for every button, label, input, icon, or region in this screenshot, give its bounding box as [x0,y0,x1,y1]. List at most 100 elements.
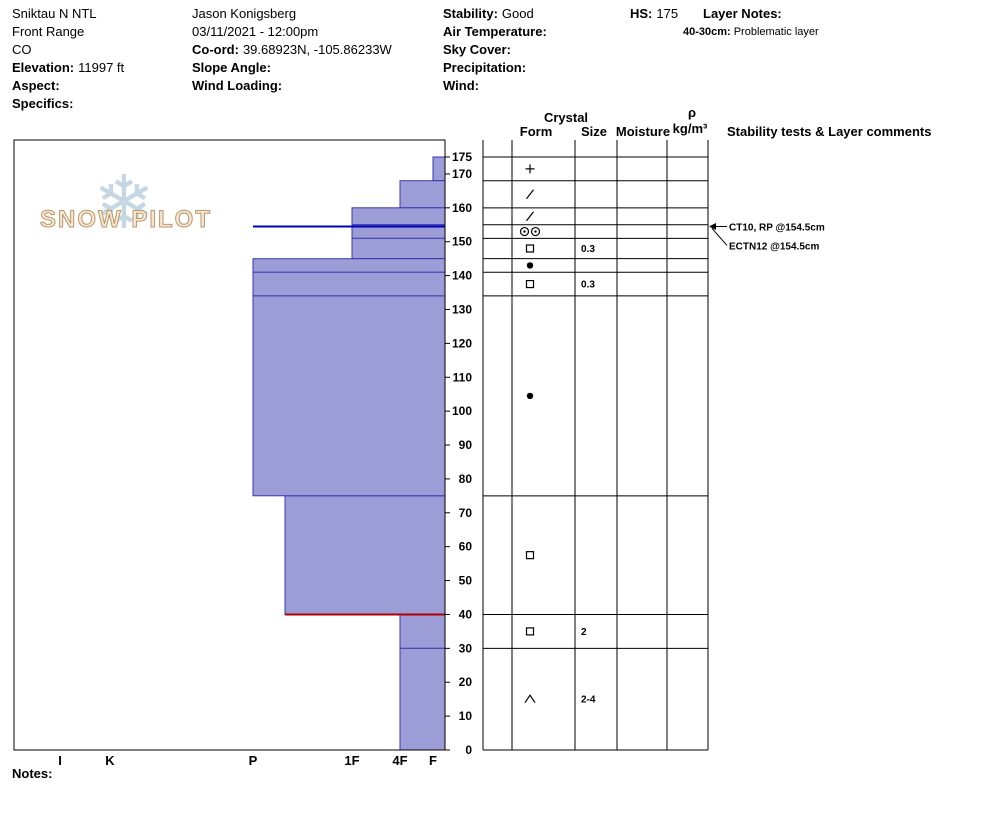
moisture-header: Moisture [616,124,670,139]
crystal-header: Crystal [544,110,588,125]
depth-tick-label: 0 [465,743,472,757]
grain-form-dot [526,392,534,400]
aspect-label: Aspect: [12,78,60,93]
wind-loading-label: Wind Loading: [192,78,283,93]
layer-bar-168-160 [399,180,446,209]
site-name: Sniktau N NTL [12,6,97,21]
layer-note-depth: 40-30cm: [683,26,731,38]
hardness-label: F [429,753,437,768]
specifics-label: Specifics: [12,96,74,111]
air-temp-row: Air Temperature: [443,23,551,41]
wind-loading-row: Wind Loading: [192,77,392,95]
slope-angle-label: Slope Angle: [192,60,271,75]
grain-form-square [525,627,535,636]
depth-tick-label: 120 [452,336,472,350]
wind-label: Wind: [443,78,479,93]
hardness-label: I [58,753,62,768]
coord-value: 39.68923N, -105.86233W [242,42,392,57]
depth-tick-label: 20 [459,675,473,689]
hs-value: 175 [656,6,679,21]
depth-tick-label: 50 [459,574,473,588]
depth-tick-label: 175 [452,150,472,164]
test-leader-line [711,228,728,246]
sky-cover-label: Sky Cover: [443,42,511,57]
depth-tick-label: 110 [453,370,473,384]
region-name: Front Range [12,24,85,39]
logo-text: SNOW PILOT [40,206,212,234]
layer-bar-175-168 [432,156,446,182]
grain-size-value: 0.3 [581,244,595,255]
layer-note: 40-30cm: Problematic layer [683,25,819,40]
aspect-row: Aspect: [12,77,124,95]
hs-row: HS: 175 [630,5,678,23]
stability-test-label: ECTN12 @154.5cm [729,241,819,252]
layer-bar-134-75 [252,295,446,497]
hardness-label: K [105,753,115,768]
test-arrow-head [709,222,716,230]
depth-tick-label: 90 [459,438,473,452]
depth-tick-label: 30 [459,641,473,655]
hardness-label: 4F [392,753,407,768]
snowflake-icon: ❄ [93,160,156,246]
depth-tick-label: 70 [459,506,473,520]
depth-tick-label: 40 [459,607,473,621]
grain-form-square [525,244,535,253]
layer-bar-75-40 [284,495,446,615]
depth-tick-label: 60 [459,540,473,554]
state-name: CO [12,42,32,57]
stability-row: Stability: Good [443,5,551,23]
grain-form-plus [525,164,535,174]
observer-name: Jason Konigsberg [192,6,297,21]
layer-notes-row: Layer Notes: [703,5,819,23]
depth-tick-label: 130 [452,302,472,316]
sky-cover-row: Sky Cover: [443,41,551,59]
slope-angle-row: Slope Angle: [192,59,392,77]
precipitation-label: Precipitation: [443,60,527,75]
location-info: Sniktau N NTL Front Range CO Elevation: 1… [12,5,124,113]
air-temp-label: Air Temperature: [443,24,547,39]
layer-bar-145-141 [252,258,446,273]
depth-tick-label: 170 [452,167,472,181]
depth-tick-label: 160 [452,201,472,215]
grain-form-caret [524,694,536,704]
snow-height-info: HS: 175 [630,5,678,23]
hardness-label: P [249,753,258,768]
grain-form-slash [526,211,534,222]
precipitation-row: Precipitation: [443,59,551,77]
form-header: Form [520,124,553,139]
wind-row: Wind: [443,77,551,95]
elevation-value: 11997 ft [78,60,125,75]
layer-bar-160-155 [351,207,446,226]
snowpilot-logo: ❄ SNOW PILOT [38,166,278,262]
grain-form-slash [526,189,534,200]
layer-notes-label: Layer Notes: [703,6,782,21]
notes-label: Notes: [12,766,53,781]
coord-label: Co-ord: [192,42,239,57]
grain-form-square [525,551,535,560]
depth-tick-label: 140 [452,269,472,283]
elevation-row: Elevation: 11997 ft [12,59,124,77]
conditions-info: Stability: Good Air Temperature: Sky Cove… [443,5,551,95]
grain-form-double-circle [519,226,541,237]
depth-tick-label: 80 [459,472,473,486]
layer-bar-151-145 [351,237,446,260]
specifics-row: Specifics: [12,95,124,113]
size-header: Size [581,124,607,139]
grain-size-value: 2 [581,627,587,638]
elevation-label: Elevation: [12,60,75,75]
hardness-label: 1F [344,753,359,768]
depth-tick-label: 100 [452,404,472,418]
stability-label: Stability: [443,6,498,21]
hs-label: HS: [630,6,653,21]
depth-tick-label: 10 [459,709,473,723]
grain-form-square [525,279,535,289]
depth-tick-label: 150 [452,235,472,249]
layer-bar-40-30 [399,614,446,649]
stability-test-label: CT10, RP @154.5cm [729,222,825,233]
layer-notes-info: Layer Notes: 40-30cm: Problematic layer [683,5,819,40]
density-symbol-header: ρ [688,105,696,120]
layer-bar-141-134 [252,271,446,297]
stability-column-header: Stability tests & Layer comments [727,124,931,139]
